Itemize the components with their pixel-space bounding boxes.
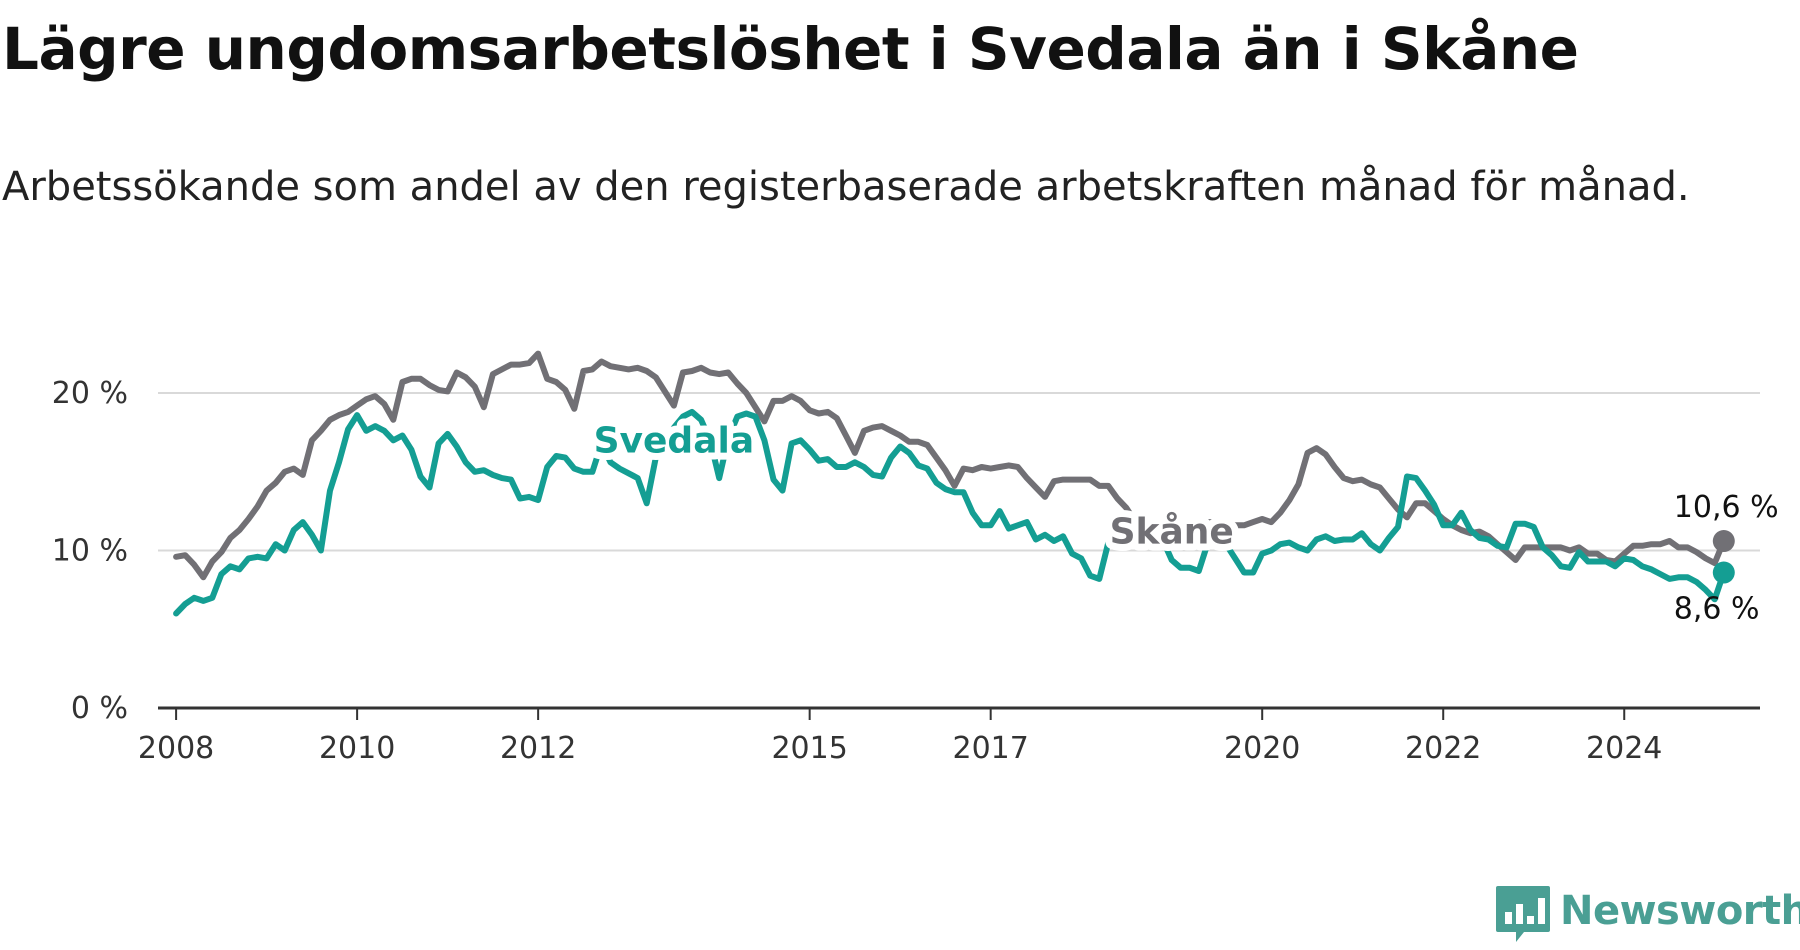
end-markers: 10,6 % 8,6 %: [1674, 490, 1779, 627]
newsworthy-logo-text: Newsworthy: [1560, 888, 1800, 934]
series-label-skåne: Skåne: [1110, 512, 1234, 553]
newsworthy-logo-icon: [1496, 886, 1550, 942]
y-tick-label: 0 %: [71, 691, 128, 726]
x-tick-label: 2010: [319, 731, 395, 766]
newsworthy-logo[interactable]: Newsworthy: [1494, 884, 1800, 946]
series-line-skåne: [173, 350, 1727, 581]
chart-title: Lägre ungdomsarbetslöshet i Svedala än i…: [2, 15, 1579, 83]
chart-subtitle: Arbetssökande som andel av den registerb…: [2, 164, 1690, 210]
series-label-halo: Skåne: [1110, 512, 1234, 553]
gridlines: [158, 392, 1760, 552]
x-tick-label: 2008: [138, 731, 214, 766]
series-label-halo: Svedala: [594, 420, 755, 461]
x-tick-label: 2024: [1586, 731, 1662, 766]
y-tick-label: 20 %: [52, 376, 128, 411]
series-label-svedala: Svedala: [594, 420, 755, 461]
y-tick-label: 10 %: [52, 534, 128, 569]
x-axis-ticks: 2008 2010 2012 2015 2017 2020 2022 2024: [138, 706, 1760, 766]
end-marker-svedala: [1712, 561, 1735, 584]
x-tick-label: 2015: [771, 731, 847, 766]
x-tick-label: 2017: [952, 731, 1028, 766]
end-marker-skåne: [1712, 530, 1735, 553]
y-axis-ticks: 0 % 10 % 20 %: [52, 376, 128, 726]
end-value-label-skåne: 10,6 %: [1674, 490, 1779, 525]
end-value-label-svedala: 8,6 %: [1674, 592, 1760, 627]
x-tick-label: 2022: [1405, 731, 1481, 766]
x-tick-label: 2012: [500, 731, 576, 766]
series-line-svedala: [173, 408, 1727, 617]
x-tick-label: 2020: [1224, 731, 1300, 766]
series-lines: [173, 350, 1727, 617]
